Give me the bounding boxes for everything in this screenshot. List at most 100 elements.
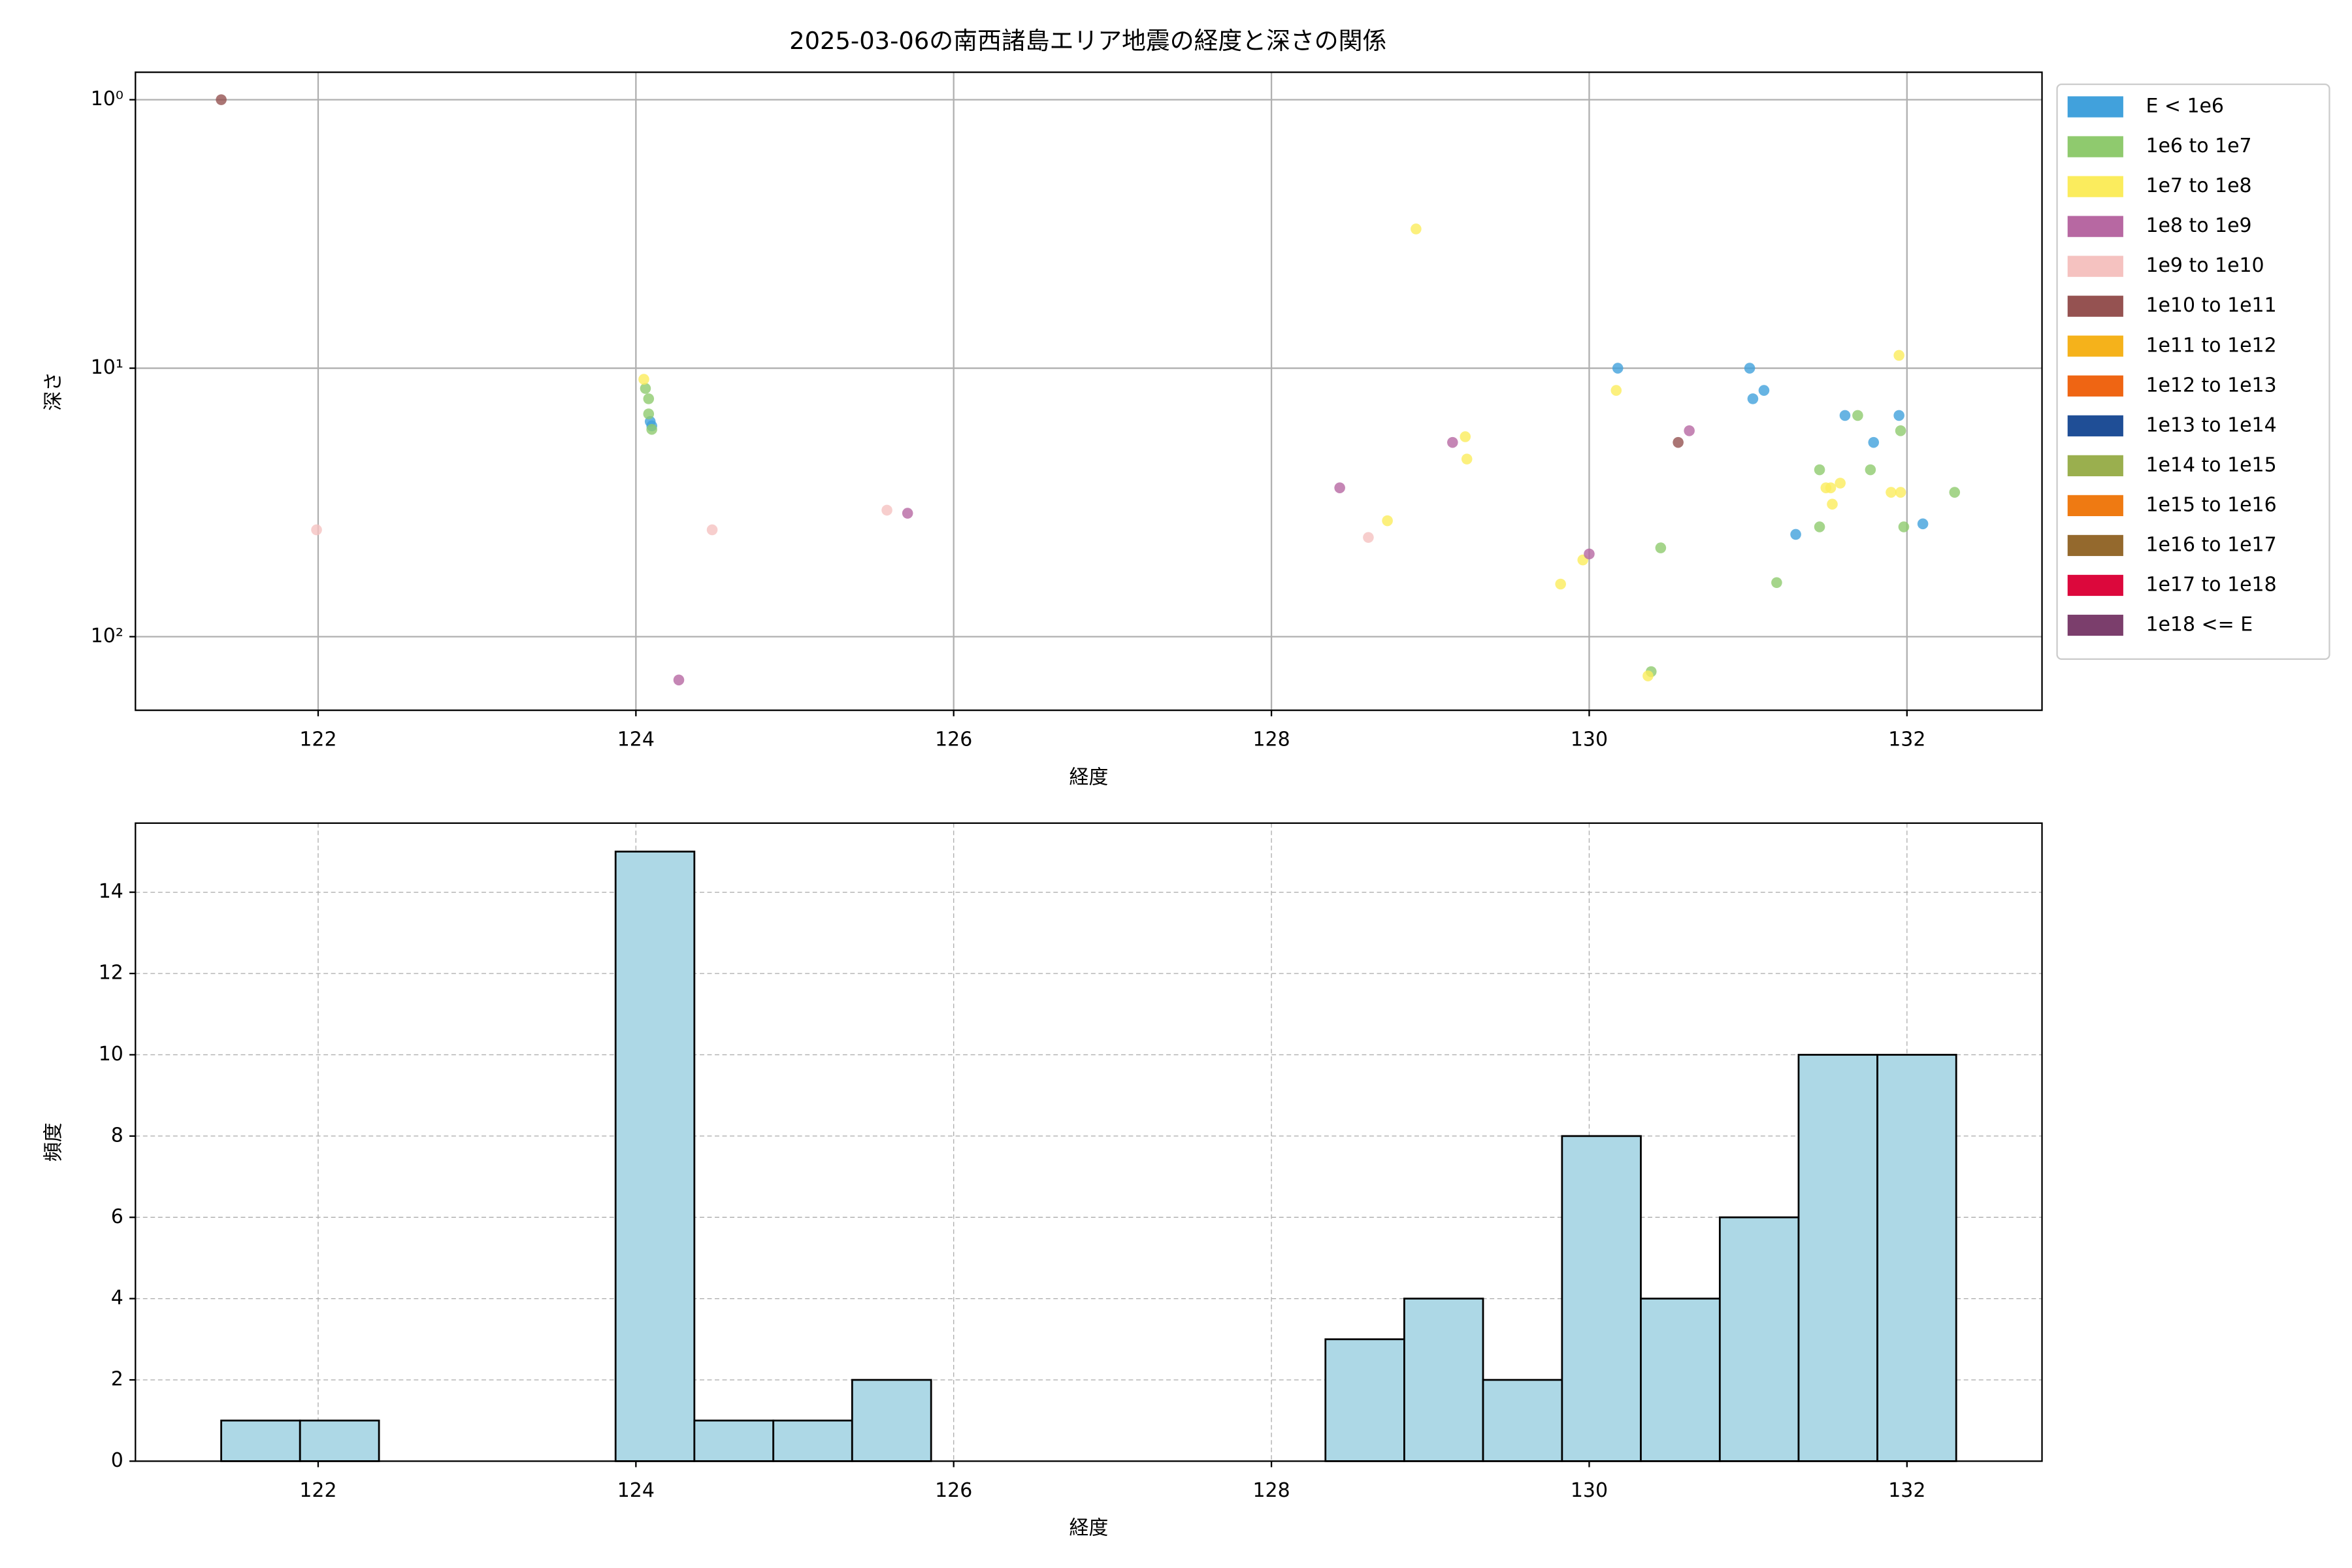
scatter-point: [1852, 410, 1863, 421]
x-tick-label: 128: [1252, 728, 1290, 751]
scatter-point: [1893, 410, 1904, 421]
legend-swatch: [2067, 176, 2123, 197]
legend-box: [2056, 83, 2330, 660]
y-tick-label: 8: [111, 1124, 123, 1147]
x-tick-label: 130: [1571, 1479, 1608, 1502]
scatter-point: [1334, 482, 1345, 493]
scatter-point: [1825, 482, 1837, 493]
scatter-point: [1461, 453, 1473, 465]
scatter-point: [1895, 425, 1906, 436]
x-axis-label: 経度: [1069, 1517, 1108, 1540]
scatter-point: [1447, 436, 1458, 448]
scatter-point: [1895, 487, 1906, 498]
scatter-point: [1835, 478, 1846, 489]
legend-label: E < 1e6: [2146, 95, 2224, 118]
scatter-point: [1382, 515, 1393, 527]
scatter-point: [1893, 350, 1904, 361]
legend-label: 1e12 to 1e13: [2146, 374, 2276, 397]
scatter-point: [311, 524, 322, 536]
legend-swatch: [2067, 574, 2123, 596]
histogram-bar: [851, 1379, 932, 1462]
scatter-point: [1771, 577, 1782, 589]
x-tick-label: 126: [935, 728, 972, 751]
histogram-bar: [1324, 1338, 1405, 1462]
legend-label: 1e6 to 1e7: [2146, 135, 2251, 157]
y-tick-label: 0: [111, 1449, 123, 1472]
legend-swatch: [2067, 495, 2123, 517]
x-tick-label: 124: [617, 728, 655, 751]
y-tick-label: 10¹: [91, 356, 123, 379]
legend-swatch: [2067, 295, 2123, 317]
plot-frame: [135, 822, 2043, 1462]
scatter-point: [1790, 529, 1801, 540]
y-tick-label: 4: [111, 1286, 123, 1309]
scatter-point: [1612, 363, 1624, 374]
scatter-point: [1814, 521, 1825, 532]
histogram-bar: [1876, 1054, 1957, 1462]
legend-label: 1e14 to 1e15: [2146, 453, 2276, 476]
x-axis-label: 経度: [1069, 766, 1108, 789]
y-tick-label: 10: [99, 1043, 123, 1066]
scatter-point: [1655, 542, 1667, 553]
scatter-point: [1827, 498, 1838, 510]
histogram-bar: [1561, 1135, 1642, 1462]
legend-label: 1e11 to 1e12: [2146, 334, 2276, 357]
histogram-bar: [1403, 1298, 1484, 1462]
plot-frame: [135, 71, 2043, 711]
legend-label: 1e15 to 1e16: [2146, 493, 2276, 516]
scatter-point: [1917, 518, 1929, 530]
scatter-point: [1610, 385, 1622, 396]
legend-label: 1e13 to 1e14: [2146, 414, 2276, 436]
scatter-point: [673, 674, 685, 686]
scatter-point: [1758, 385, 1770, 396]
chart-title: 2025-03-06の南西諸島エリア地震の経度と深さの関係: [789, 27, 1386, 55]
scatter-point: [1684, 425, 1695, 436]
legend-swatch: [2067, 136, 2123, 157]
scatter-point: [1642, 670, 1654, 681]
x-tick-label: 122: [299, 728, 336, 751]
scatter-point: [640, 383, 651, 394]
legend-swatch: [2067, 614, 2123, 636]
y-axis-label: 深さ: [42, 372, 65, 411]
legend-label: 1e16 to 1e17: [2146, 533, 2276, 556]
histogram-bar: [220, 1419, 301, 1462]
legend-swatch: [2067, 415, 2123, 436]
legend-swatch: [2067, 455, 2123, 476]
x-tick-label: 132: [1888, 1479, 1925, 1502]
scatter-point: [881, 504, 892, 516]
scatter-point: [706, 524, 718, 536]
y-tick-label: 10⁰: [91, 88, 123, 110]
scatter-point: [1673, 436, 1684, 448]
scatter-point: [1555, 578, 1566, 590]
histogram-bar: [1797, 1054, 1878, 1462]
scatter-point: [1814, 464, 1825, 476]
y-tick-label: 2: [111, 1368, 123, 1391]
x-tick-label: 130: [1571, 728, 1608, 751]
y-tick-label: 14: [99, 880, 123, 903]
legend-swatch: [2067, 335, 2123, 357]
legend-label: 1e17 to 1e18: [2146, 573, 2276, 596]
legend-label: 1e8 to 1e9: [2146, 214, 2251, 237]
legend-label: 1e18 <= E: [2146, 613, 2253, 636]
histogram-bar: [693, 1419, 775, 1462]
histogram-bar: [772, 1419, 853, 1462]
x-tick-label: 122: [299, 1479, 336, 1502]
x-tick-label: 124: [617, 1479, 655, 1502]
scatter-point: [1363, 532, 1374, 543]
legend-label: 1e9 to 1e10: [2146, 254, 2264, 277]
scatter-point: [1949, 487, 1961, 498]
scatter-point: [216, 94, 227, 105]
scatter-point: [638, 374, 649, 385]
scatter-point: [1460, 431, 1471, 442]
y-axis-label: 頻度: [42, 1122, 65, 1162]
y-tick-label: 12: [99, 962, 123, 985]
scatter-point: [643, 393, 655, 404]
scatter-point: [1584, 548, 1595, 560]
legend-swatch: [2067, 96, 2123, 118]
histogram-bar: [1640, 1298, 1721, 1462]
legend-swatch: [2067, 534, 2123, 557]
y-tick-label: 10²: [91, 625, 123, 647]
legend-swatch: [2067, 216, 2123, 237]
scatter-point: [1839, 410, 1851, 421]
scatter-point: [1868, 436, 1880, 448]
